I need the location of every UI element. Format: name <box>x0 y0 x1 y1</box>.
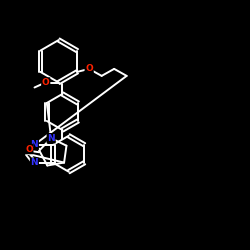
Text: N: N <box>30 158 38 167</box>
Text: N: N <box>47 134 55 143</box>
Text: N: N <box>30 140 38 149</box>
Text: O: O <box>42 78 50 87</box>
Text: O: O <box>25 144 33 154</box>
Text: O: O <box>85 64 93 74</box>
